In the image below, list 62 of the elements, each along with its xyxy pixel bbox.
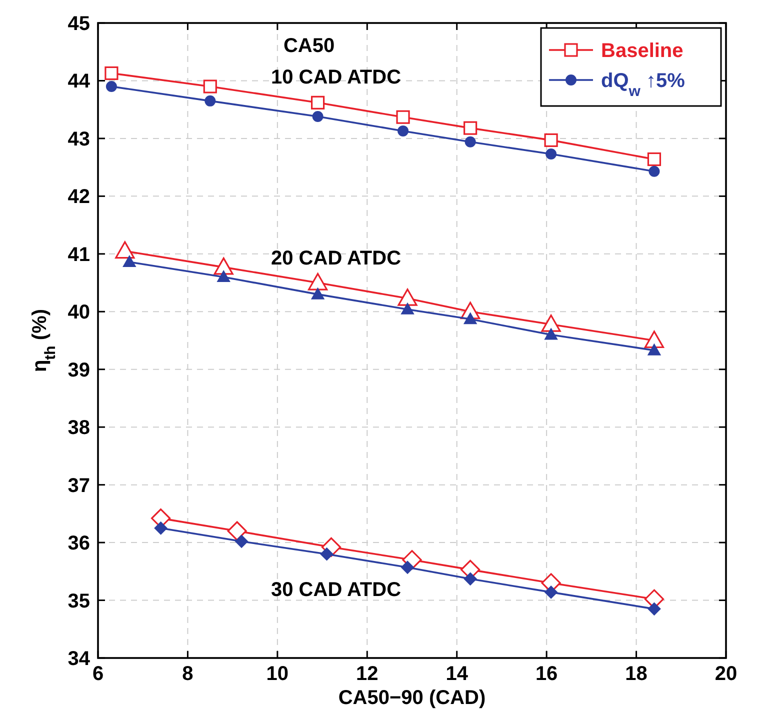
point	[312, 111, 324, 122]
annotation: 10 CAD ATDC	[271, 66, 402, 88]
point	[464, 572, 477, 586]
point	[106, 81, 117, 92]
point	[648, 166, 660, 177]
point	[541, 314, 561, 332]
point	[104, 66, 118, 80]
y-tick-label: 45	[68, 13, 90, 35]
point	[464, 121, 478, 135]
point	[122, 255, 136, 267]
y-tick-label: 39	[68, 359, 90, 382]
point	[648, 602, 661, 616]
point	[401, 560, 414, 574]
y-tick-label: 34	[68, 648, 91, 670]
y-tick-label: 35	[68, 590, 90, 612]
point	[311, 288, 324, 300]
point	[115, 241, 135, 259]
point	[214, 257, 234, 275]
annotation: 20 CAD ATDC	[271, 247, 402, 270]
x-axis-title: CA50−90 (CAD)	[338, 687, 486, 709]
x-tick-label: 14	[446, 663, 469, 685]
point	[311, 96, 325, 110]
point	[203, 80, 217, 94]
point	[396, 110, 410, 124]
annotation: CA50	[283, 35, 335, 58]
y-tick-label: 38	[68, 417, 90, 440]
x-tick-label: 12	[356, 663, 378, 685]
point	[544, 133, 558, 147]
y-tick-label: 37	[68, 474, 90, 497]
y-tick-label: 40	[68, 302, 90, 324]
point	[644, 330, 664, 348]
y-tick-label: 42	[68, 186, 90, 208]
point	[401, 302, 414, 314]
y-tick-label: 44	[68, 70, 91, 93]
x-tick-label: 8	[182, 663, 194, 685]
x-tick-label: 10	[266, 663, 289, 685]
point	[154, 522, 168, 535]
point	[398, 288, 418, 306]
point	[398, 125, 409, 136]
x-tick-label: 18	[625, 663, 648, 685]
point	[235, 534, 248, 548]
y-tick-label: 43	[68, 128, 90, 150]
annotation: 30 CAD ATDC	[271, 578, 402, 601]
point	[546, 148, 557, 160]
point	[217, 270, 230, 282]
x-tick-label: 16	[535, 663, 558, 685]
legend-label: Baseline	[601, 40, 684, 62]
point	[320, 548, 334, 561]
x-tick-label: 20	[714, 663, 738, 685]
y-tick-label: 41	[68, 244, 90, 266]
point	[647, 152, 662, 166]
point	[227, 521, 247, 541]
legend-label: dQ$_{w}$ ↑5%	[601, 70, 686, 100]
x-tick-label: 6	[92, 663, 104, 685]
point	[464, 136, 476, 148]
point	[308, 272, 328, 290]
point	[464, 312, 477, 324]
point	[544, 328, 558, 340]
point	[204, 95, 216, 106]
point	[648, 344, 661, 356]
y-tick-label: 36	[68, 532, 90, 555]
point	[544, 586, 558, 599]
